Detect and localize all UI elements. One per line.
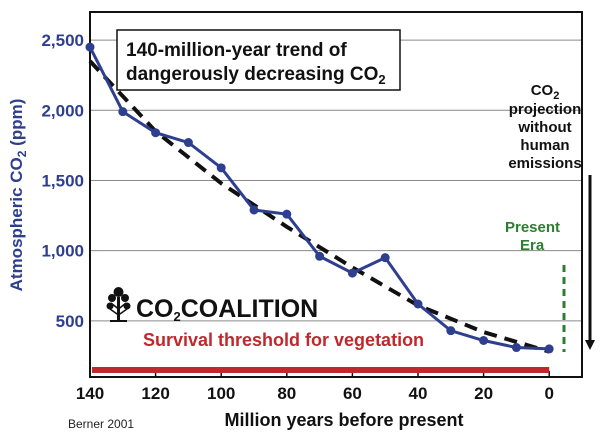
data-point-80ma [282, 209, 292, 219]
data-point-60ma [347, 268, 357, 278]
data-point-130ma [118, 107, 128, 117]
projection-label-line5: emissions [508, 155, 581, 172]
data-point-40ma [413, 299, 423, 309]
data-point-20ma [479, 336, 489, 345]
survival-threshold-bar [92, 366, 550, 373]
data-point-100ma [216, 163, 226, 173]
x-tick-label-40: 40 [409, 384, 428, 403]
present-era-label-line2: Era [520, 237, 545, 254]
data-point-110ma [183, 138, 193, 148]
data-point-10ma [511, 343, 521, 353]
data-point-140ma [85, 42, 95, 52]
plot-frame [89, 11, 583, 378]
data-point-90ma [249, 205, 259, 215]
x-tick-label-120: 120 [141, 384, 169, 403]
y-axis-ticks: 500 1,000 1,500 2,000 2,500 [41, 31, 84, 331]
title-box [116, 29, 401, 91]
projection-label-line2: projection [509, 101, 582, 118]
y-tick-label-500: 500 [56, 312, 84, 331]
y-tick-label-1000: 1,000 [41, 242, 84, 261]
logo-text: CO2COALITION [136, 295, 318, 324]
present-era-label-line1: Present [505, 219, 560, 236]
x-tick-label-80: 80 [277, 384, 296, 403]
data-point-120ma [151, 128, 161, 138]
x-tick-label-140: 140 [76, 384, 104, 403]
data-point-0ma [544, 344, 554, 354]
tree-logo-icon [106, 287, 131, 322]
x-axis-ticks: 140 120 100 80 60 40 20 0 [76, 371, 554, 403]
co2-series-points [85, 42, 554, 354]
data-point-50ma [380, 253, 390, 263]
x-tick-label-0: 0 [544, 384, 553, 403]
x-tick-label-100: 100 [207, 384, 235, 403]
y-tick-label-2000: 2,000 [41, 101, 84, 120]
x-tick-label-60: 60 [343, 384, 362, 403]
source-citation: Berner 2001 [68, 417, 134, 431]
x-axis-label: Million years before present [224, 410, 463, 430]
x-tick-label-20: 20 [474, 384, 493, 403]
chart-title-line2: dangerously decreasing CO2 [126, 64, 386, 87]
y-tick-label-2500: 2,500 [41, 31, 84, 50]
chart-title-line1: 140-million-year trend of [126, 40, 347, 61]
projection-label-line3: without [517, 119, 571, 136]
survival-threshold-label: Survival threshold for vegetation [143, 330, 424, 350]
y-tick-label-1500: 1,500 [41, 171, 84, 190]
data-point-30ma [446, 326, 456, 336]
y-axis-label: Atmospheric CO2 (ppm) [7, 99, 29, 292]
data-point-70ma [315, 251, 325, 261]
projection-label-line4: human [520, 137, 569, 154]
projection-label-line1: CO2 [531, 82, 560, 102]
trend-line [88, 59, 550, 354]
